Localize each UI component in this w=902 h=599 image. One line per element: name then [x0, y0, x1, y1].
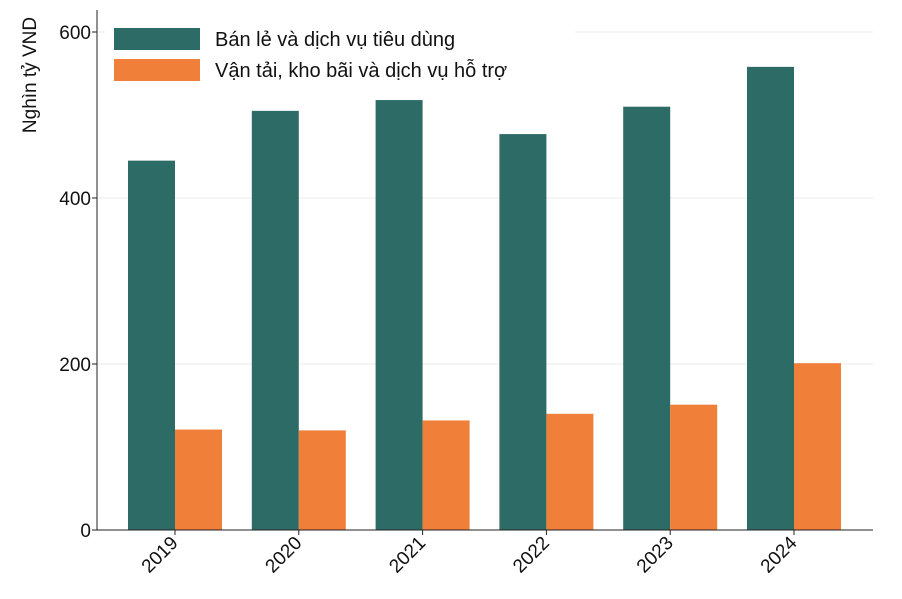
x-tick-label: 2021 [385, 533, 430, 578]
legend-label: Bán lẻ và dịch vụ tiêu dùng [215, 29, 455, 51]
x-tick-label: 2022 [509, 533, 554, 578]
y-axis-label: Nghìn tỷ VND [20, 17, 41, 133]
bar-transport-2022 [546, 413, 594, 530]
bar-retail-2023 [623, 106, 671, 530]
bar-transport-2023 [670, 404, 718, 530]
bar-transport-2020 [298, 430, 346, 530]
y-tick-label: 200 [59, 355, 91, 376]
x-tick-label: 2019 [138, 533, 183, 578]
y-tick-label: 400 [59, 189, 91, 210]
axes [96, 10, 873, 531]
y-ticks: 0 200 400 600 [59, 23, 97, 542]
legend-swatch [114, 28, 200, 50]
legend-label: Vận tải, kho bãi và dịch vụ hỗ trợ [215, 59, 507, 82]
bar-retail-2019 [128, 160, 175, 530]
y-tick-label: 600 [59, 23, 91, 44]
bar-transport-2021 [422, 420, 470, 530]
bar-retail-2024 [747, 66, 794, 531]
x-tick-label: 2023 [633, 533, 678, 578]
x-ticks: 2019 2020 2021 2022 2023 2024 [138, 530, 802, 577]
bar-transport-2024 [794, 363, 841, 530]
legend-swatch [114, 59, 200, 81]
bar-retail-2020 [251, 110, 299, 530]
legend: Bán lẻ và dịch vụ tiêu dùng Vận tải, kho … [105, 18, 575, 90]
bars [128, 66, 841, 531]
y-tick-label: 0 [80, 521, 91, 542]
x-tick-label: 2024 [757, 532, 802, 577]
bar-retail-2022 [499, 134, 547, 530]
bar-transport-2019 [175, 429, 222, 530]
bar-retail-2021 [375, 100, 423, 530]
x-tick-label: 2020 [262, 533, 307, 578]
